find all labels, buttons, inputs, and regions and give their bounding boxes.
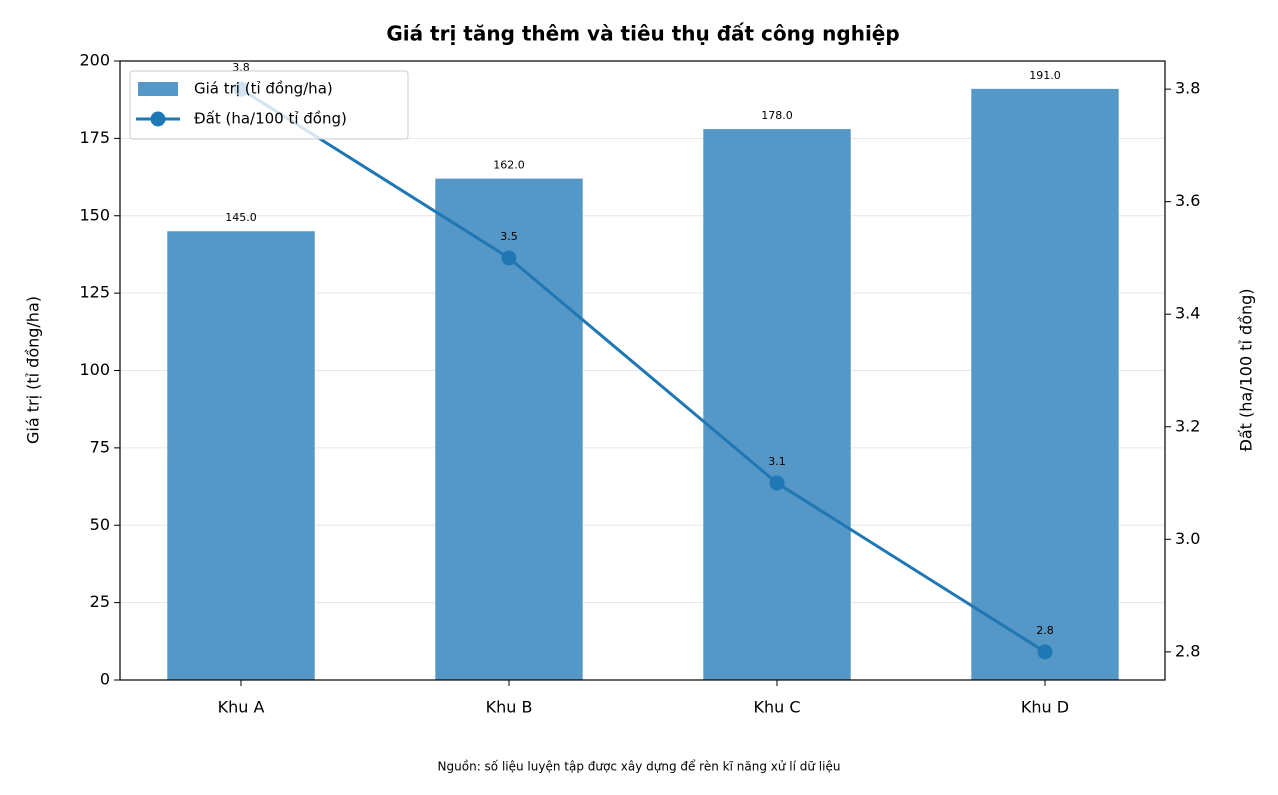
legend-marker: [150, 111, 166, 127]
y2-tick-label: 3.0: [1175, 529, 1200, 548]
source-note: Nguồn: số liệu luyện tập được xây dựng đ…: [438, 760, 841, 774]
y2-tick-label: 2.8: [1175, 641, 1200, 660]
y2-tick-label: 3.4: [1175, 304, 1200, 323]
x-tick-label: Khu B: [486, 698, 533, 717]
bar-value-label: 178.0: [761, 109, 793, 122]
line-marker: [501, 250, 517, 266]
y-tick-label: 150: [79, 205, 110, 224]
legend-swatch: [138, 82, 178, 96]
y-tick-label: 50: [90, 515, 110, 534]
bar: [167, 231, 315, 680]
y-tick-label: 100: [79, 360, 110, 379]
bar-value-label: 162.0: [493, 159, 525, 172]
bar: [971, 88, 1119, 681]
line: [240, 87, 1046, 654]
legend-label: Đất (ha/100 tỉ đồng): [194, 110, 347, 128]
y2-tick-label: 3.2: [1175, 416, 1200, 435]
y-tick-label: 0: [100, 670, 110, 689]
y-tick-label: 175: [79, 128, 110, 147]
x-tick-label: Khu A: [218, 698, 265, 717]
chart-title: Giá trị tăng thêm và tiêu thụ đất công n…: [386, 22, 899, 46]
bar: [703, 129, 851, 681]
y-tick-label: 125: [79, 283, 110, 302]
y-tick-label: 25: [90, 592, 110, 611]
line-marker: [1037, 644, 1053, 660]
x-tick-label: Khu C: [753, 698, 800, 717]
y2-axis-label: Đất (ha/100 tỉ đồng): [1237, 288, 1256, 451]
line-marker: [769, 475, 785, 491]
y-tick-label: 75: [90, 437, 110, 456]
y-axis-label: Giá trị (tỉ đồng/ha): [24, 296, 43, 444]
x-tick-label: Khu D: [1021, 698, 1069, 717]
bar-value-label: 145.0: [225, 211, 257, 224]
y2-tick-label: 3.8: [1175, 79, 1200, 98]
legend-box: [129, 70, 409, 140]
line-value-label: 3.5: [500, 230, 518, 243]
plot-frame: [119, 60, 1166, 681]
line-value-label: 2.8: [1036, 624, 1054, 637]
bar-value-label: 191.0: [1029, 69, 1061, 82]
line-value-label: 3.1: [768, 455, 786, 468]
y-tick-label: 200: [79, 51, 110, 70]
legend-label: Giá trị (tỉ đồng/ha): [194, 80, 333, 98]
y2-tick-label: 3.6: [1175, 191, 1200, 210]
